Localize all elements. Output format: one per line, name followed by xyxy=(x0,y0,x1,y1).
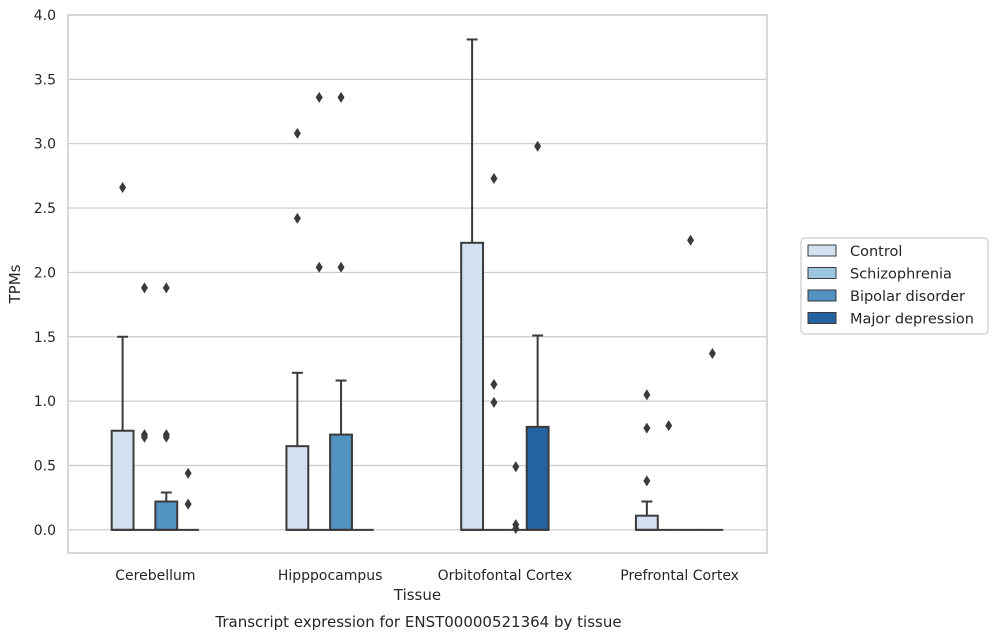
outlier-point xyxy=(162,429,170,441)
outlier-point xyxy=(665,420,673,432)
outlier-point xyxy=(643,422,651,434)
outlier-point xyxy=(315,261,323,273)
legend-frame xyxy=(800,237,989,335)
y-axis-ticks: 0.0 0.5 1.0 1.5 2.0 2.5 3.0 3.5 4.0 xyxy=(34,8,56,539)
legend-swatch xyxy=(807,289,837,302)
outlier-point xyxy=(534,140,542,152)
y-tick-label: 1.5 xyxy=(34,330,56,346)
x-axis-label: Tissue xyxy=(393,586,441,604)
x-tick-label: Hipppocampus xyxy=(278,568,383,584)
plot-frame xyxy=(67,14,768,554)
box-rect xyxy=(285,445,310,531)
outlier-point xyxy=(687,234,695,246)
y-axis-label: TPMs xyxy=(6,264,24,304)
box-2-0 xyxy=(154,491,179,531)
box-rect xyxy=(525,425,550,531)
legend-label: Control xyxy=(850,244,902,260)
x-tick-label: Orbitofontal Cortex xyxy=(438,568,573,584)
box-rect xyxy=(634,514,659,531)
y-tick-label: 0.5 xyxy=(34,458,56,474)
box-series xyxy=(110,38,724,531)
outlier-point xyxy=(140,429,148,441)
outlier-point xyxy=(708,348,716,360)
outlier-point xyxy=(512,519,520,531)
box-2-1 xyxy=(329,379,353,531)
y-grid-lines xyxy=(68,14,767,531)
y-tick-label: 0.0 xyxy=(34,523,56,539)
y-tick-label: 3.5 xyxy=(34,72,56,88)
outlier-points xyxy=(119,91,716,535)
outlier-point xyxy=(293,127,301,139)
box-3-2 xyxy=(525,334,550,531)
x-axis-ticks: Cerebellum Hipppocampus Orbitofontal Corte… xyxy=(115,568,739,584)
outlier-point xyxy=(490,396,498,408)
box-rect xyxy=(460,241,485,531)
legend-label: Schizophrenia xyxy=(850,267,952,283)
x-tick-label: Cerebellum xyxy=(115,568,195,584)
legend-swatch xyxy=(807,267,837,279)
y-tick-label: 1.0 xyxy=(34,394,56,410)
outlier-point xyxy=(643,389,651,401)
outlier-point xyxy=(184,498,192,510)
outlier-point xyxy=(512,461,520,473)
box-0-2 xyxy=(460,38,485,531)
chart-caption: Transcript expression for ENST0000052136… xyxy=(214,613,621,631)
outlier-point xyxy=(490,172,498,184)
y-tick-label: 4.0 xyxy=(34,8,56,24)
y-tick-label: 2.5 xyxy=(34,201,56,217)
outlier-point xyxy=(140,282,148,294)
legend-label: Major depression xyxy=(850,312,974,328)
box-rect xyxy=(110,429,135,531)
legend-swatch xyxy=(807,312,837,324)
legend: Control Schizophrenia Bipolar disorder Majo… xyxy=(800,237,989,335)
legend-label: Bipolar disorder xyxy=(850,289,965,305)
outlier-point xyxy=(293,212,301,224)
outlier-point xyxy=(490,378,498,390)
box-0-0 xyxy=(110,335,135,531)
legend-swatch xyxy=(807,244,837,257)
outlier-point xyxy=(337,91,345,103)
outlier-point xyxy=(643,475,651,487)
x-tick-label: Prefrontal Cortex xyxy=(620,568,739,584)
outlier-point xyxy=(337,261,345,273)
y-tick-label: 2.0 xyxy=(34,265,56,281)
outlier-point xyxy=(315,91,323,103)
y-tick-label: 3.0 xyxy=(34,137,56,153)
outlier-point xyxy=(184,467,192,479)
outlier-point xyxy=(119,181,127,193)
box-rect xyxy=(154,500,179,531)
box-0-3 xyxy=(634,500,659,531)
box-rect xyxy=(329,433,353,531)
outlier-point xyxy=(162,282,170,294)
box-0-1 xyxy=(285,371,310,531)
